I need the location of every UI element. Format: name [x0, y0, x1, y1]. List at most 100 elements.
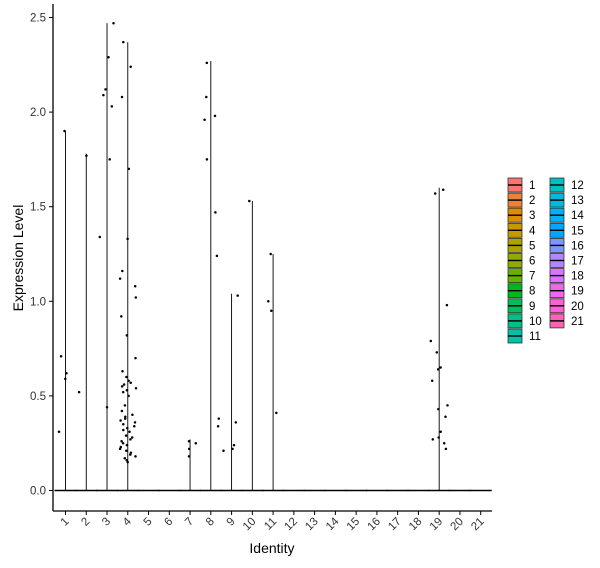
- legend-item-15: 15: [549, 222, 584, 238]
- legend-label: 11: [529, 331, 541, 343]
- legend-label: 18: [571, 271, 584, 283]
- data-point: [236, 294, 239, 297]
- data-point: [267, 300, 270, 303]
- data-point: [122, 428, 125, 432]
- data-point: [134, 356, 137, 360]
- x-tick-label: 9: [225, 516, 238, 529]
- data-point: [187, 440, 191, 443]
- data-point: [121, 390, 125, 394]
- data-point: [217, 417, 221, 420]
- legend-label: 16: [571, 240, 584, 252]
- data-point: [125, 458, 128, 462]
- legend-label: 10: [529, 316, 542, 328]
- data-point: [234, 421, 238, 424]
- data-point: [124, 434, 128, 437]
- y-axis-ticks: 0.0 0.5 1.0 1.5 2.0 2.5: [30, 13, 53, 498]
- data-point: [134, 387, 138, 390]
- data-point: [129, 381, 132, 384]
- data-point: [445, 303, 449, 307]
- data-point: [232, 443, 236, 447]
- x-tick-label: 14: [324, 515, 342, 533]
- legend-label: 2: [529, 195, 535, 207]
- legend-label: 21: [571, 316, 584, 328]
- data-point: [122, 423, 125, 426]
- x-tick-label: 8: [204, 516, 217, 529]
- legend-item-12: 12: [549, 177, 584, 193]
- data-point: [123, 417, 127, 420]
- data-point: [444, 415, 447, 418]
- data-point: [134, 455, 137, 458]
- data-point: [112, 21, 115, 25]
- data-point: [442, 441, 446, 445]
- data-point: [187, 455, 191, 458]
- data-point: [102, 93, 105, 97]
- data-point: [121, 370, 124, 373]
- data-point: [123, 404, 127, 407]
- data-point: [85, 154, 88, 157]
- data-point: [130, 436, 134, 439]
- data-point: [104, 88, 107, 91]
- data-point: [121, 441, 125, 445]
- y-tick-label: 2.5: [30, 13, 46, 25]
- legend-label: 8: [529, 286, 535, 298]
- data-point: [126, 460, 129, 464]
- x-tick-label: 10: [241, 516, 259, 534]
- data-point: [119, 419, 122, 422]
- data-point: [133, 424, 136, 428]
- data-point: [205, 158, 209, 161]
- data-point: [57, 430, 61, 434]
- data-point: [63, 129, 66, 133]
- y-tick-label: 0.5: [30, 391, 46, 403]
- data-point: [194, 441, 198, 445]
- data-point: [187, 447, 191, 451]
- x-tick-label: 20: [449, 516, 467, 534]
- y-tick-label: 1.5: [30, 202, 46, 214]
- data-point: [64, 377, 67, 381]
- legend-label: 1: [529, 180, 535, 192]
- legend-item-1: 1: [507, 177, 535, 193]
- data-point: [120, 409, 124, 413]
- data-point: [127, 167, 131, 171]
- legend-item-9: 9: [507, 298, 535, 314]
- legend-label: 3: [529, 210, 535, 222]
- legend-label: 6: [529, 256, 535, 268]
- x-tick-label: 12: [282, 516, 300, 534]
- data-point: [59, 354, 63, 358]
- data-point: [269, 252, 272, 256]
- data-point: [124, 415, 127, 418]
- legend-item-8: 8: [507, 283, 535, 299]
- legend-label: 14: [571, 210, 584, 222]
- data-point: [429, 339, 433, 343]
- data-point: [203, 118, 206, 121]
- data-point: [134, 296, 138, 299]
- data-point: [125, 388, 129, 392]
- x-axis-title: Identity: [249, 540, 294, 556]
- data-point: [120, 385, 124, 388]
- x-tick-label: 7: [183, 516, 196, 529]
- data-point: [120, 440, 123, 443]
- data-point: [231, 447, 234, 451]
- legend-item-16: 16: [549, 237, 584, 253]
- legend-item-7: 7: [507, 268, 535, 284]
- data-point: [129, 451, 133, 454]
- legend-item-18: 18: [549, 268, 584, 284]
- legend-label: 9: [529, 301, 535, 313]
- x-tick-label: 1: [59, 516, 72, 529]
- data-point: [118, 447, 122, 451]
- data-point: [125, 334, 129, 337]
- legend-label: 5: [529, 240, 535, 252]
- data-point: [120, 95, 124, 99]
- data-point: [123, 457, 127, 460]
- legend-item-5: 5: [507, 237, 535, 253]
- legend-label: 17: [571, 256, 584, 268]
- data-point: [126, 237, 129, 241]
- data-point: [125, 443, 129, 447]
- data-point: [205, 95, 208, 99]
- data-point: [108, 158, 111, 161]
- data-point: [441, 188, 445, 191]
- data-point: [126, 426, 129, 430]
- data-point: [133, 421, 137, 424]
- legend-item-10: 10: [507, 313, 542, 329]
